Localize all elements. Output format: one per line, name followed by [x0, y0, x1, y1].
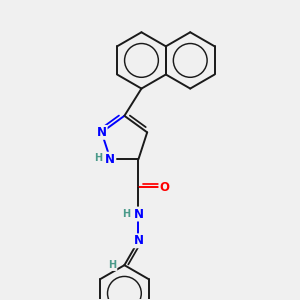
Text: O: O — [159, 181, 170, 194]
Text: N: N — [134, 234, 143, 247]
Text: H: H — [108, 260, 116, 270]
Text: N: N — [105, 153, 115, 166]
Text: N: N — [97, 126, 106, 139]
Text: H: H — [94, 153, 102, 163]
Text: H: H — [122, 209, 130, 219]
Text: N: N — [134, 208, 143, 220]
